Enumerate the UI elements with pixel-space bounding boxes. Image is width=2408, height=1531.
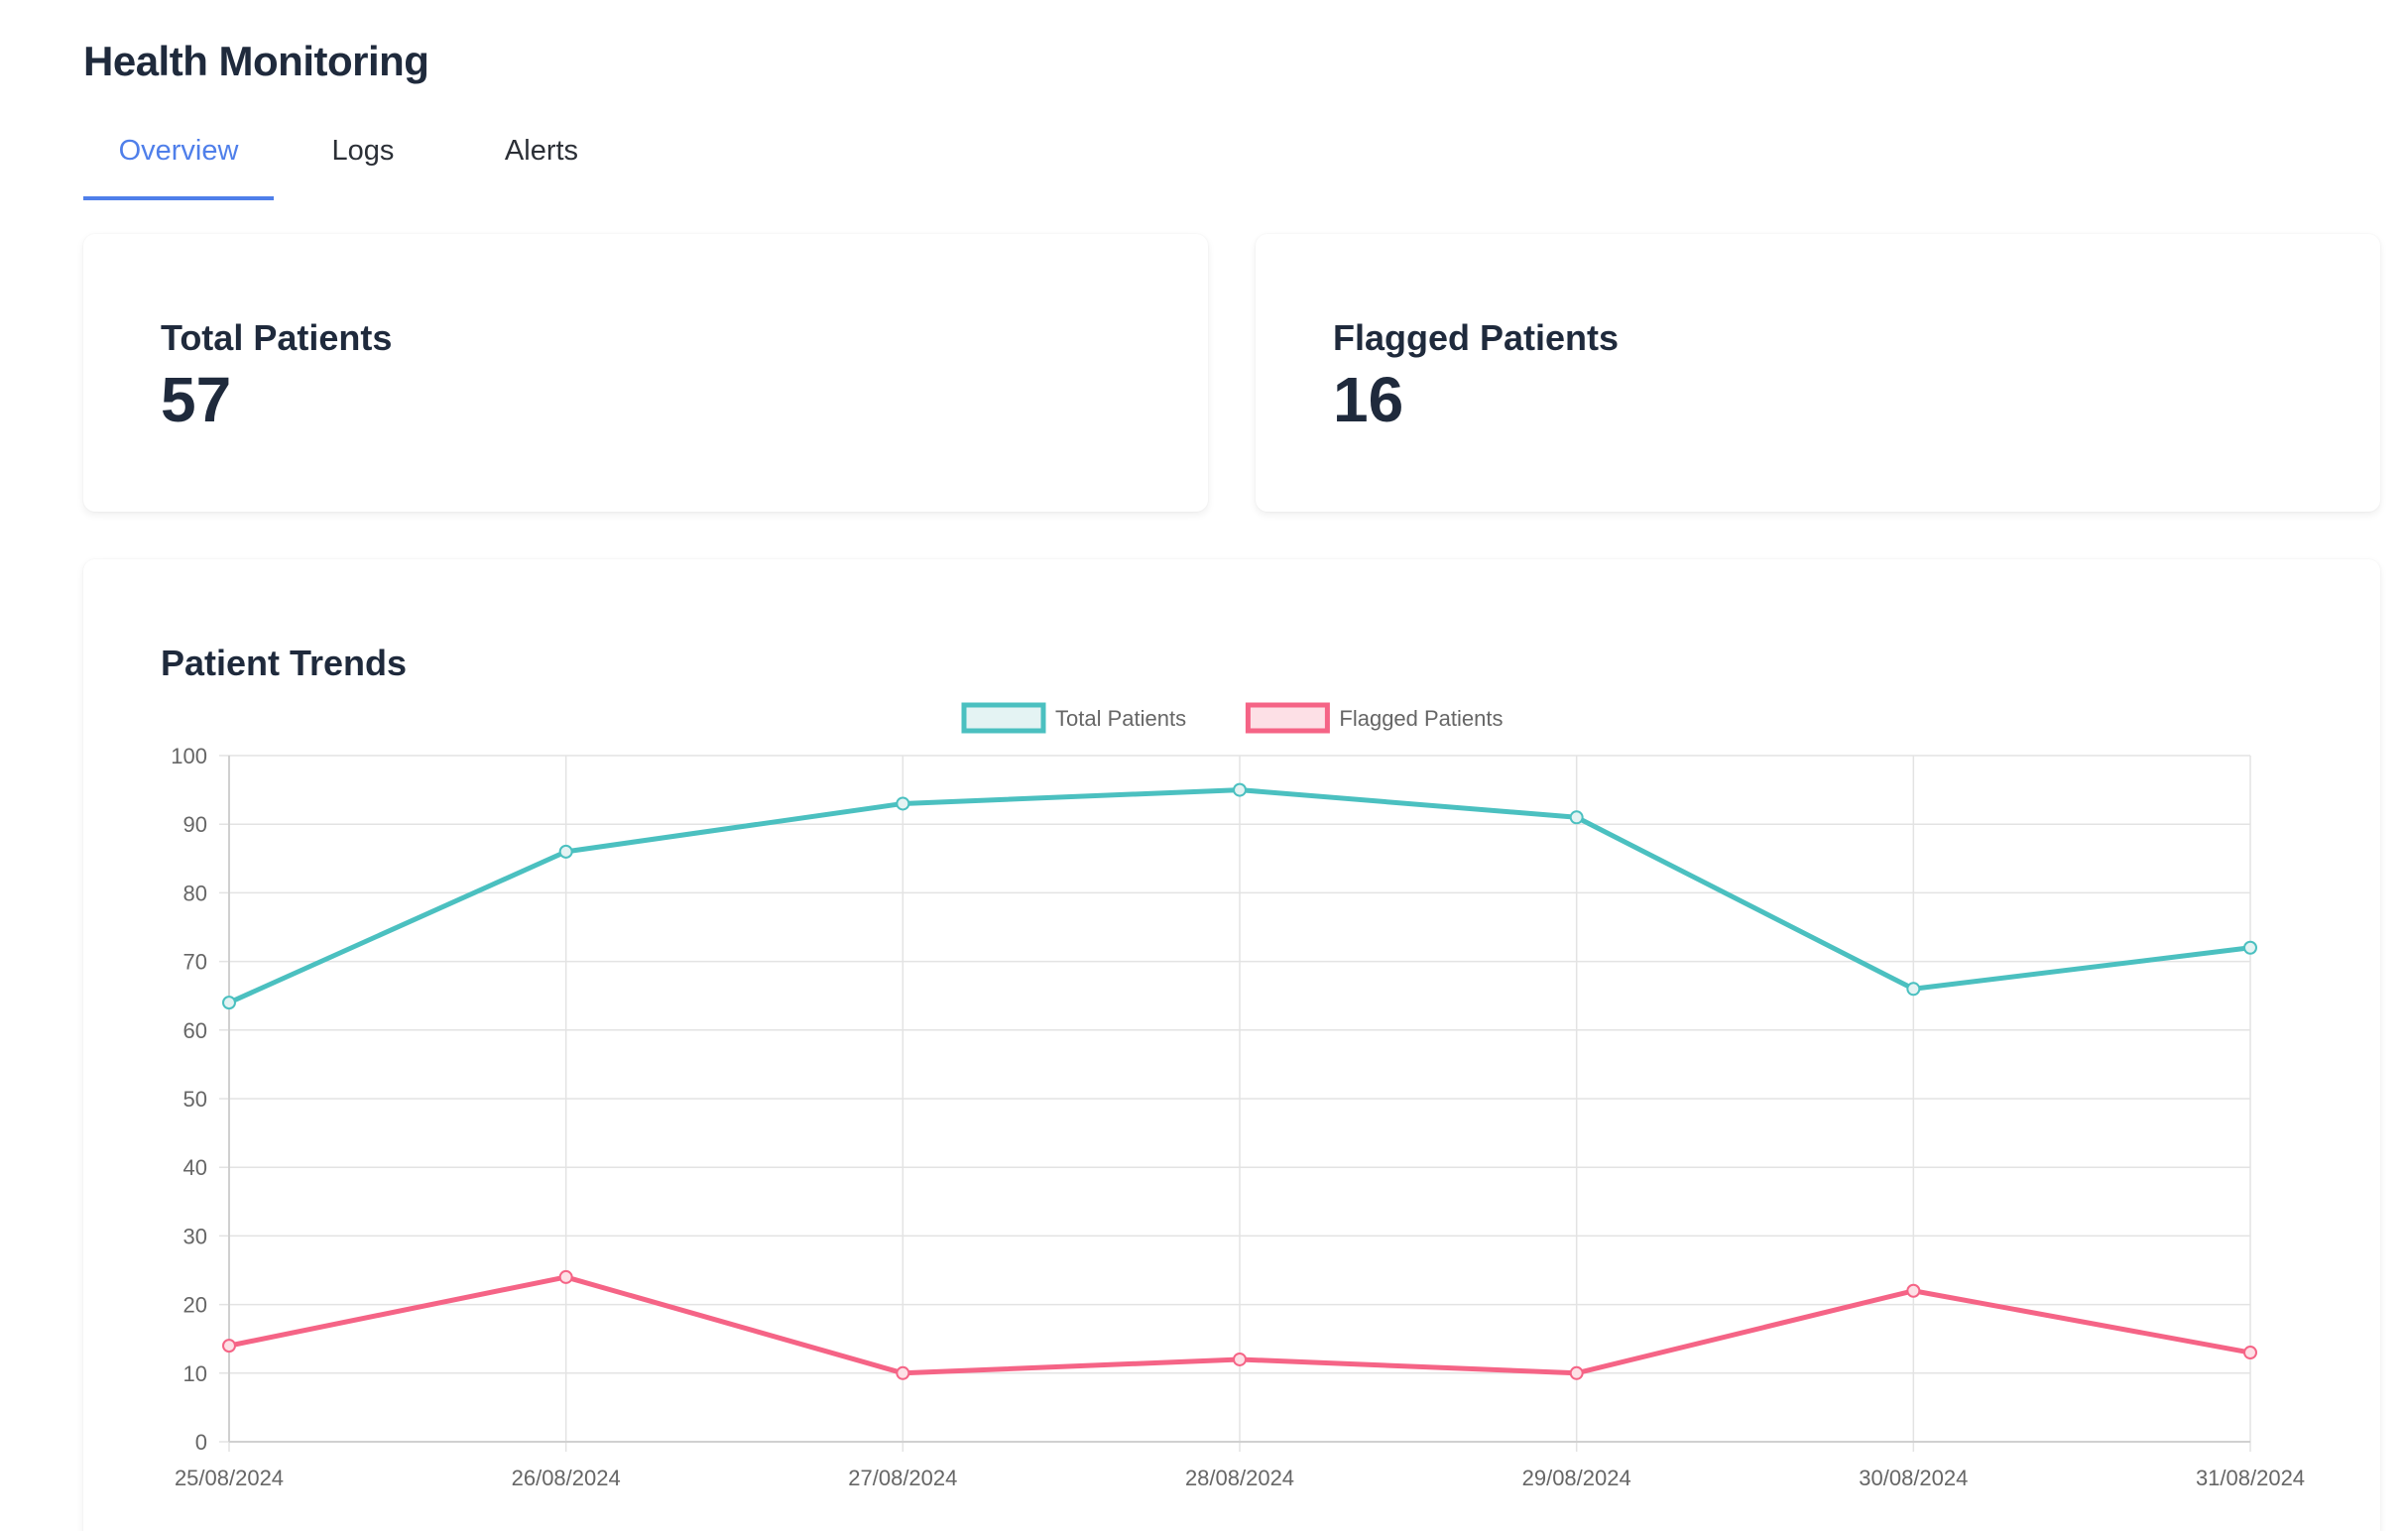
total-patients-label: Total Patients xyxy=(161,317,393,358)
patient-trends-card: Patient Trends 0 10 20 30 40 50 60 70 80 90 100 25/… xyxy=(83,559,2380,1531)
flagged-patients-card: Flagged Patients 16 xyxy=(1256,234,2380,512)
x-tick-label: 30/08/2024 xyxy=(1859,1466,1968,1490)
data-point xyxy=(2243,940,2257,955)
data-point xyxy=(1906,982,1921,997)
flagged-patients-label: Flagged Patients xyxy=(1333,317,1620,358)
data-point xyxy=(558,844,573,859)
tab-logs[interactable]: Logs xyxy=(331,135,395,167)
y-tick-label: 30 xyxy=(183,1224,207,1248)
y-tick-label: 90 xyxy=(183,812,207,837)
y-tick-label: 40 xyxy=(183,1155,207,1180)
x-tick-label: 29/08/2024 xyxy=(1522,1466,1631,1490)
y-tick-label: 0 xyxy=(195,1430,207,1455)
total-patients-value: 57 xyxy=(161,364,232,435)
tab-alerts[interactable]: Alerts xyxy=(504,135,579,167)
data-point xyxy=(1233,1352,1247,1366)
data-point xyxy=(896,796,910,811)
page-title: Health Monitoring xyxy=(83,38,429,84)
legend-label-1: Flagged Patients xyxy=(1339,706,1503,731)
tab-overview[interactable]: Overview xyxy=(83,117,274,200)
data-point xyxy=(896,1365,910,1380)
y-tick-label: 20 xyxy=(183,1293,207,1318)
y-tick-label: 10 xyxy=(183,1361,207,1386)
legend-swatch-0 xyxy=(961,702,1046,734)
data-point xyxy=(1233,782,1247,797)
legend-label-0: Total Patients xyxy=(1055,706,1186,731)
total-patients-card: Total Patients 57 xyxy=(83,234,1208,512)
x-tick-label: 27/08/2024 xyxy=(848,1466,957,1490)
chart-title: Patient Trends xyxy=(161,643,408,683)
legend-swatch-1 xyxy=(1245,702,1330,734)
x-tick-label: 25/08/2024 xyxy=(175,1466,284,1490)
data-point xyxy=(1569,1365,1584,1380)
data-point xyxy=(1906,1283,1921,1298)
data-point xyxy=(222,996,236,1010)
patient-trends-chart: 0 10 20 30 40 50 60 70 80 90 100 25/08/2024 26/08/20… xyxy=(171,702,2305,1490)
x-tick-label: 26/08/2024 xyxy=(512,1466,621,1490)
y-tick-label: 100 xyxy=(171,744,207,768)
x-tick-label: 31/08/2024 xyxy=(2196,1466,2305,1490)
data-point xyxy=(222,1339,236,1354)
y-tick-label: 80 xyxy=(183,881,207,905)
x-tick-label: 28/08/2024 xyxy=(1185,1466,1294,1490)
y-tick-label: 60 xyxy=(183,1018,207,1043)
data-point xyxy=(558,1269,573,1284)
flagged-patients-value: 16 xyxy=(1333,364,1404,435)
data-point xyxy=(1569,810,1584,825)
y-tick-label: 70 xyxy=(183,950,207,975)
y-tick-label: 50 xyxy=(183,1087,207,1112)
data-point xyxy=(2243,1346,2257,1360)
tab-bar: Overview Logs Alerts xyxy=(83,117,631,200)
